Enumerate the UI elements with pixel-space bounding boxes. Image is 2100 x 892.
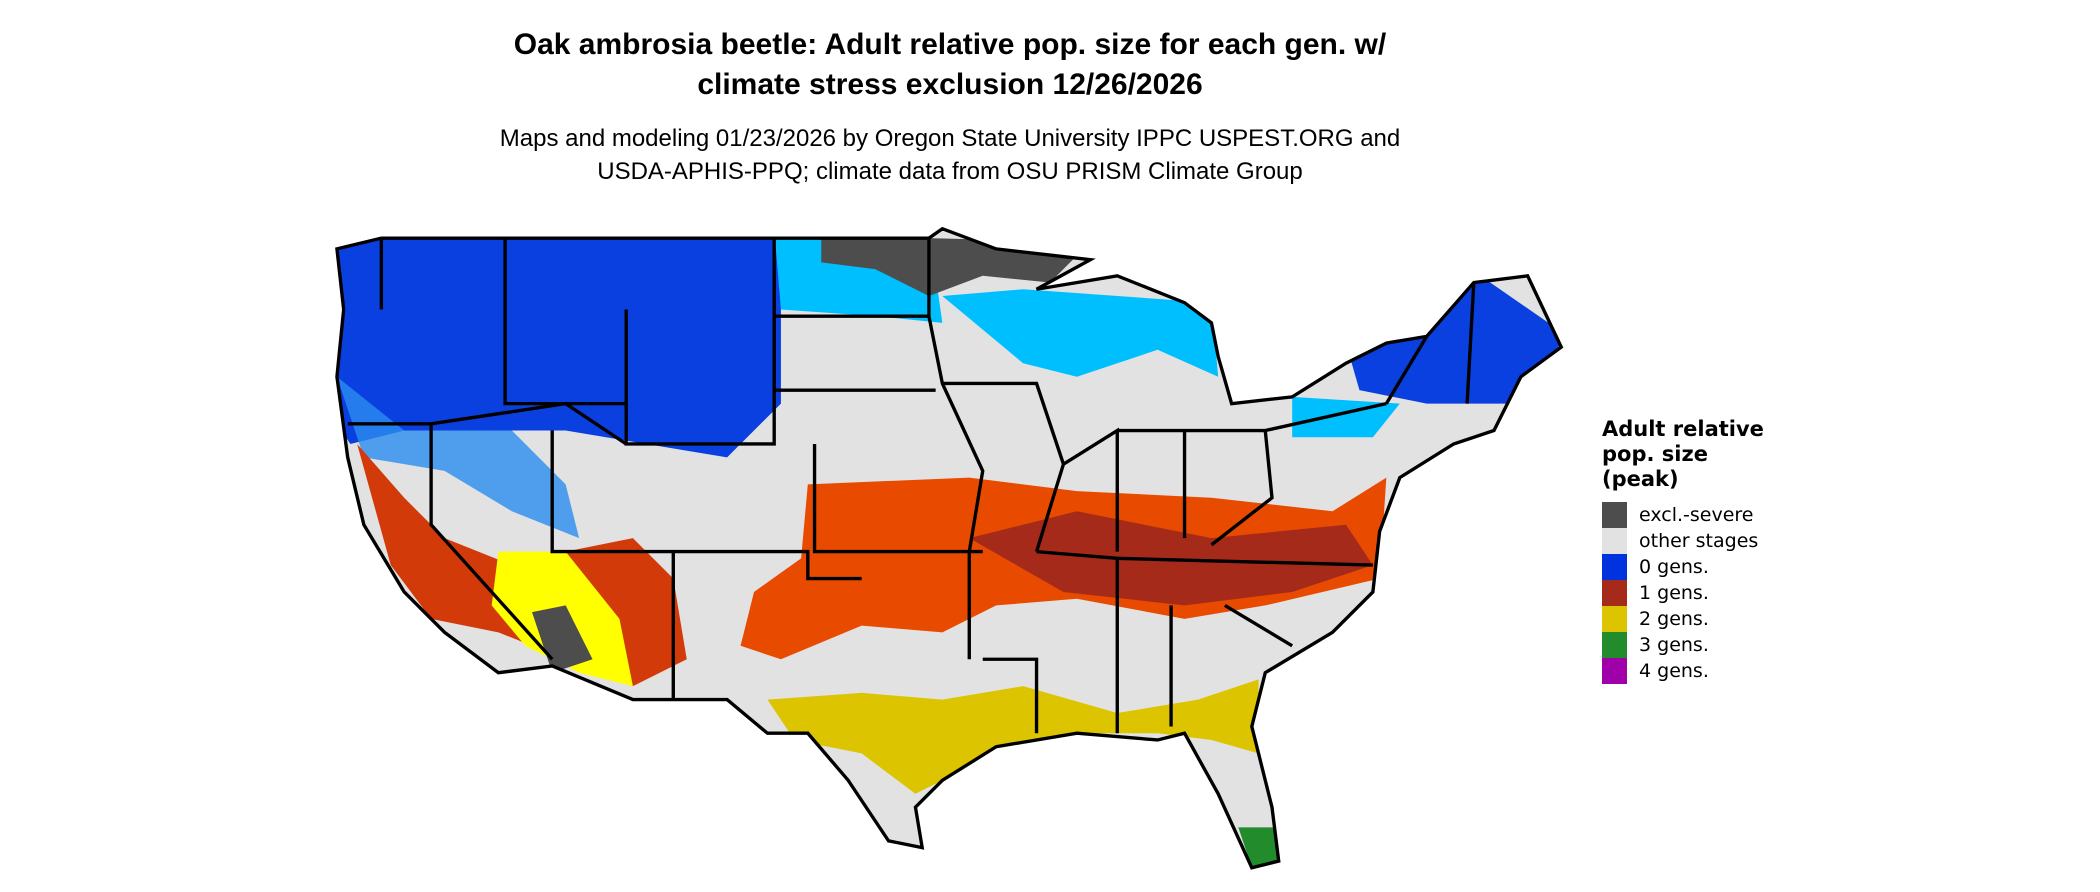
region-0-gens-northwest	[336, 228, 781, 458]
legend-label: 2 gens.	[1639, 608, 1709, 630]
legend-item-2-gens: 2 gens.	[1602, 606, 1764, 632]
legend-item-1-gens: 1 gens.	[1602, 580, 1764, 606]
region-2-gens-gulf	[767, 679, 1259, 794]
legend-item-4-gens: 4 gens.	[1602, 658, 1764, 684]
legend-swatch	[1602, 528, 1627, 554]
legend-title-line: Adult relative	[1602, 417, 1764, 441]
legend-swatch	[1602, 502, 1627, 528]
legend-title-line: (peak)	[1602, 467, 1679, 491]
region-light-blue-northwest	[336, 376, 580, 539]
legend-label: 0 gens.	[1639, 556, 1709, 578]
legend-swatch	[1602, 606, 1627, 632]
map-title: Oak ambrosia beetle: Adult relative pop.…	[400, 25, 1500, 105]
region-0-gens-northeast	[1345, 275, 1562, 404]
legend-label: excl.-severe	[1639, 504, 1754, 526]
map-subtitle-line-2: USDA-APHIS-PPQ; climate data from OSU PR…	[597, 158, 1303, 185]
legend-swatch	[1602, 554, 1627, 580]
legend-title-line: pop. size	[1602, 442, 1708, 466]
map-subtitle: Maps and modeling 01/23/2026 by Oregon S…	[400, 122, 1500, 188]
legend-item-excl-severe: excl.-severe	[1602, 502, 1764, 528]
legend-title: Adult relative pop. size (peak)	[1602, 417, 1764, 492]
map-title-line-1: Oak ambrosia beetle: Adult relative pop.…	[513, 28, 1387, 61]
legend: Adult relative pop. size (peak) excl.-se…	[1602, 417, 1764, 684]
legend-item-other-stages: other stages	[1602, 528, 1764, 554]
region-light-blue-greatlakes	[942, 289, 1219, 377]
legend-label: other stages	[1639, 530, 1759, 552]
legend-item-0-gens: 0 gens.	[1602, 554, 1764, 580]
legend-swatch	[1602, 658, 1627, 684]
legend-swatch	[1602, 632, 1627, 658]
legend-swatch	[1602, 580, 1627, 606]
legend-label: 4 gens.	[1639, 660, 1709, 682]
legend-item-3-gens: 3 gens.	[1602, 632, 1764, 658]
map-subtitle-line-1: Maps and modeling 01/23/2026 by Oregon S…	[499, 125, 1401, 152]
map-title-line-2: climate stress exclusion 12/26/2026	[697, 68, 1203, 101]
legend-label: 3 gens.	[1639, 634, 1709, 656]
state-borders	[335, 227, 1563, 870]
legend-label: 1 gens.	[1639, 582, 1709, 604]
